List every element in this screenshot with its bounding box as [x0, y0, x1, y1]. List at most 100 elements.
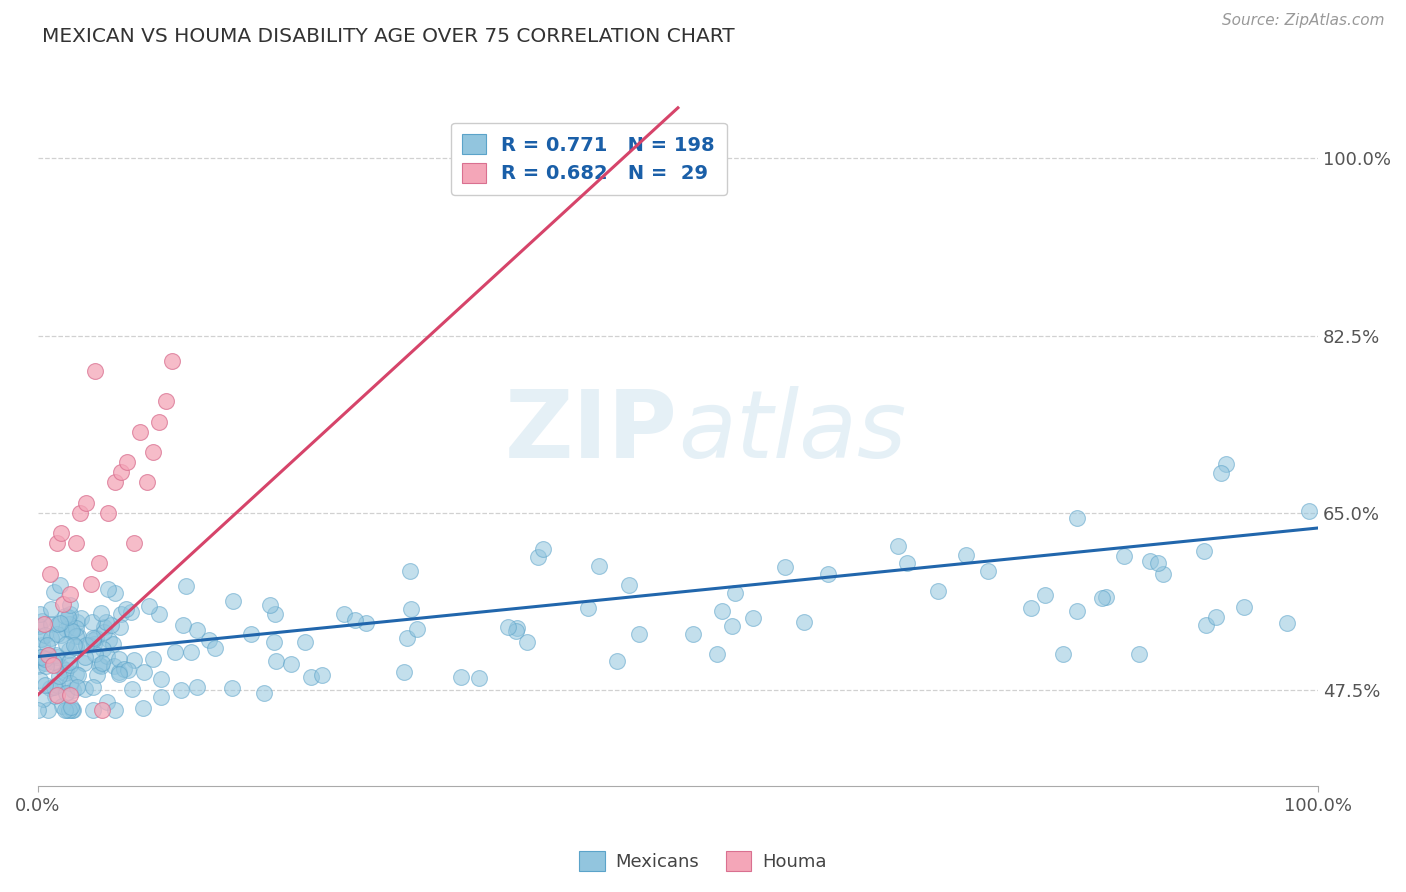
Point: [496, 620, 519, 634]
Point: [34, 678, 56, 692]
Point: [720, 618, 742, 632]
Point: [73, 682, 96, 697]
Point: [83, 637, 105, 651]
Point: [75, 496, 97, 510]
Point: [333, 607, 356, 621]
Point: [37, 648, 59, 662]
Point: [58, 655, 80, 669]
Point: [86, 668, 108, 682]
Point: [82, 703, 104, 717]
Point: [87, 658, 110, 673]
Point: [44, 689, 66, 703]
Point: [84, 648, 107, 662]
Point: [30, 650, 52, 665]
Point: [55, 637, 77, 651]
Point: [49, 616, 72, 631]
Point: [1021, 601, 1043, 615]
Point: [1066, 511, 1088, 525]
Point: [45, 649, 67, 664]
Point: [46, 677, 69, 691]
Point: [115, 601, 138, 615]
Point: [104, 585, 127, 599]
Point: [1192, 543, 1215, 558]
Point: [53, 703, 76, 717]
Point: [28, 618, 51, 632]
Point: [44, 680, 66, 694]
Point: [1139, 554, 1161, 568]
Point: [90, 606, 112, 620]
Point: [104, 703, 127, 717]
Point: [186, 623, 208, 637]
Point: [58, 616, 80, 631]
Point: [627, 626, 650, 640]
Point: [58, 703, 80, 717]
Point: [45, 627, 67, 641]
Point: [84, 364, 107, 378]
Point: [59, 587, 82, 601]
Point: [82, 631, 104, 645]
Point: [80, 576, 103, 591]
Point: [59, 699, 82, 714]
Point: [468, 671, 491, 685]
Point: [1052, 647, 1074, 661]
Point: [97, 633, 120, 648]
Point: [82, 681, 104, 695]
Point: [97, 582, 120, 596]
Point: [55, 623, 77, 637]
Point: [30, 650, 52, 665]
Point: [62, 703, 84, 717]
Point: [49, 660, 72, 674]
Point: [65, 640, 87, 654]
Point: [65, 629, 87, 643]
Point: [239, 626, 262, 640]
Point: [505, 624, 527, 638]
Point: [198, 632, 221, 647]
Point: [34, 651, 56, 665]
Point: [1209, 466, 1232, 480]
Point: [253, 686, 276, 700]
Point: [65, 666, 87, 681]
Point: [122, 536, 145, 550]
Point: [37, 703, 59, 717]
Point: [103, 475, 125, 490]
Point: [51, 628, 73, 642]
Point: [142, 652, 165, 666]
Point: [91, 656, 114, 670]
Point: [121, 681, 143, 696]
Point: [311, 668, 333, 682]
Point: [117, 455, 139, 469]
Point: [70, 611, 93, 625]
Point: [32, 617, 55, 632]
Point: [706, 647, 728, 661]
Point: [1147, 556, 1170, 570]
Point: [148, 607, 170, 621]
Point: [60, 624, 83, 639]
Point: [142, 445, 165, 459]
Point: [62, 638, 84, 652]
Point: [222, 594, 245, 608]
Point: [49, 577, 72, 591]
Point: [69, 506, 91, 520]
Point: [66, 667, 89, 681]
Point: [108, 665, 131, 679]
Legend: Mexicans, Houma: Mexicans, Houma: [572, 844, 834, 879]
Point: [28, 607, 51, 621]
Point: [294, 635, 316, 649]
Point: [59, 607, 82, 621]
Point: [39, 602, 62, 616]
Point: [149, 672, 172, 686]
Point: [710, 604, 733, 618]
Point: [134, 665, 156, 679]
Point: [45, 688, 67, 702]
Point: [110, 465, 132, 479]
Point: [155, 394, 177, 409]
Point: [39, 617, 62, 632]
Point: [91, 642, 114, 657]
Text: Source: ZipAtlas.com: Source: ZipAtlas.com: [1222, 13, 1385, 29]
Point: [817, 567, 839, 582]
Point: [58, 599, 80, 613]
Point: [606, 654, 628, 668]
Point: [138, 599, 160, 613]
Point: [1298, 504, 1320, 518]
Point: [723, 586, 745, 600]
